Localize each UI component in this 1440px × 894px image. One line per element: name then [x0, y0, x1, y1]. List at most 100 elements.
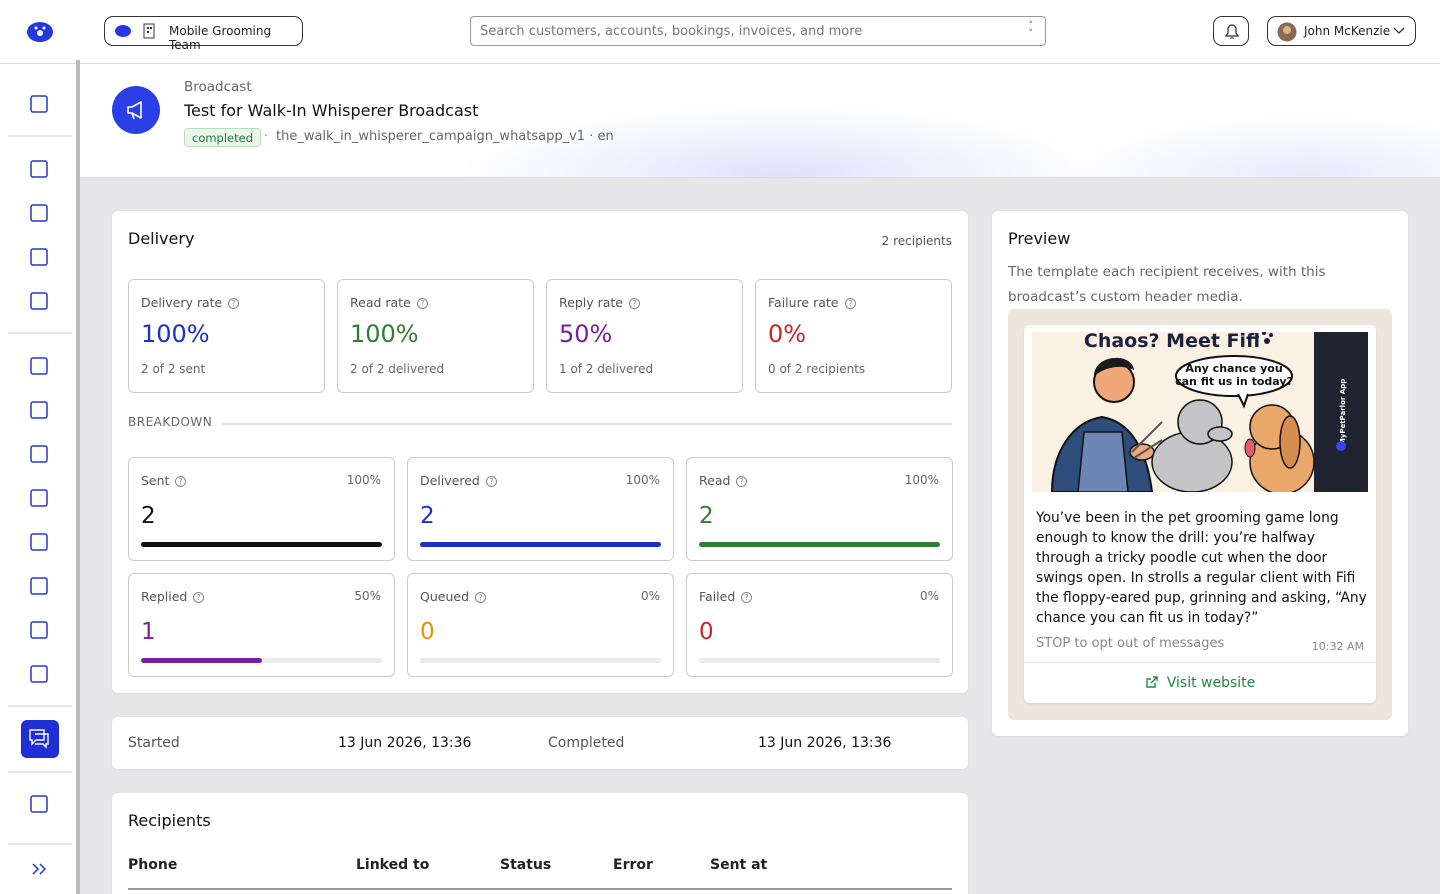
sidebar-icons [8, 95, 72, 875]
stat-card: Read rate? 100% 2 of 2 delivered [337, 279, 534, 393]
stat-value: 50% [559, 320, 613, 348]
recipient-count: 2 recipients [881, 234, 952, 248]
user-menu[interactable]: John McKenzie [1267, 16, 1416, 46]
nav-item[interactable] [30, 160, 48, 178]
nav-item[interactable] [30, 665, 48, 683]
stat-label: Delivery rate [141, 295, 223, 310]
decoration [1175, 355, 1293, 397]
breakdown-percent: 50% [354, 589, 381, 603]
decoration: ˄ ˅ [1028, 21, 1034, 39]
chat-icon [29, 729, 49, 749]
breakdown-count: 2 [141, 503, 156, 529]
nav-item[interactable] [30, 533, 48, 551]
decoration [37, 30, 43, 36]
team-switcher[interactable]: Mobile Grooming Team [104, 16, 303, 52]
decoration [1077, 431, 1129, 492]
nav-icon [30, 248, 48, 266]
decoration [1224, 24, 1240, 39]
help-icon: ? [845, 298, 856, 309]
decoration [115, 25, 131, 37]
recipients-card: Recipients Phone Linked to Status Error Sent… [112, 793, 968, 894]
breakdown-label: Sent [141, 473, 170, 488]
nav-item[interactable] [30, 357, 48, 375]
help-icon: ? [629, 298, 640, 309]
nav-icon [30, 665, 48, 683]
decoration [1244, 438, 1256, 458]
breadcrumb: Broadcast [184, 79, 252, 95]
breakdown-label: Delivered [420, 473, 480, 488]
decoration [1262, 332, 1266, 335]
decoration [1336, 441, 1346, 451]
breakdown-percent: 0% [640, 589, 660, 603]
stat-label: Reply rate [559, 295, 623, 310]
decoration [150, 27, 152, 29]
breakdown-card: Replied? 50% 1 [128, 573, 395, 677]
nav-item[interactable] [30, 577, 48, 595]
breakdown-count: 2 [420, 503, 435, 529]
broadcast-title: Test for Walk-In Whisperer Broadcast [184, 101, 479, 120]
decoration [1255, 335, 1259, 339]
message-footer: STOP to opt out of messages [1036, 636, 1225, 651]
nav-icon [30, 621, 48, 639]
breakdown-card: Failed? 0% 0 [686, 573, 953, 677]
template-name: the_walk_in_whisperer_campaign_whatsapp_… [276, 129, 614, 144]
progress-fill [420, 542, 661, 547]
decoration [1314, 332, 1368, 492]
breakdown-label: Failed [699, 589, 736, 604]
nav-item[interactable] [30, 95, 48, 113]
image-brand: MyPetParlor App [1339, 379, 1347, 445]
message-body: You’ve been in the pet grooming game lon… [1036, 510, 1367, 626]
collapse-button[interactable] [32, 863, 47, 875]
nav-item-active[interactable] [21, 720, 59, 758]
decoration [112, 86, 160, 134]
stat-label: Failure rate [768, 295, 839, 310]
decoration [1283, 26, 1291, 34]
stat-card: Delivery rate? 100% 2 of 2 sent [128, 279, 325, 393]
help-icon: ? [475, 592, 486, 603]
logo[interactable] [26, 20, 54, 44]
nav-item[interactable] [30, 204, 48, 222]
nav-icon [30, 160, 48, 178]
user-name: John McKenzie [1304, 24, 1391, 38]
nav-icon [30, 533, 48, 551]
search-box[interactable]: Search customers, accounts, bookings, in… [470, 16, 1046, 46]
nav-item[interactable] [30, 248, 48, 266]
nav-item[interactable] [30, 489, 48, 507]
stat-value: 100% [141, 320, 210, 348]
notifications-button[interactable] [1213, 16, 1249, 46]
nav-item[interactable] [30, 621, 48, 639]
stat-sub: 0 of 2 recipients [768, 362, 866, 376]
nav-icon [30, 292, 48, 310]
progress-track [699, 542, 940, 547]
header-image: MyPetParlor App Chaos? Meet Fifi Any cha… [1032, 332, 1368, 492]
decoration [1224, 24, 1240, 37]
help-icon: ? [193, 592, 204, 603]
stat-sub: 1 of 2 delivered [559, 362, 654, 376]
visit-website-button[interactable]: Visit website [1024, 675, 1376, 691]
image-bubble-line: can fit us in today? [1175, 375, 1293, 388]
column-header: Error [613, 857, 653, 873]
breakdown-percent: 0% [919, 589, 939, 603]
help-icon: ? [736, 476, 747, 487]
progress-track [420, 542, 661, 547]
nav-icon [30, 204, 48, 222]
image-title: Chaos? Meet Fifi [1084, 332, 1260, 352]
decoration [1393, 27, 1405, 34]
breakdown-card: Delivered? 100% 2 [407, 457, 674, 561]
progress-fill [141, 542, 382, 547]
nav-icon [30, 445, 48, 463]
button-label: Visit website [1166, 675, 1256, 691]
table-header-rule [128, 888, 952, 890]
nav-icon [30, 577, 48, 595]
divider [1024, 662, 1376, 663]
decoration [1131, 421, 1163, 459]
breakdown-count: 0 [699, 619, 714, 645]
breakdown-percent: 100% [904, 473, 939, 487]
stat-value: 100% [350, 320, 419, 348]
nav-item[interactable] [30, 401, 48, 419]
nav-item[interactable] [30, 292, 48, 310]
nav-item[interactable] [30, 795, 48, 813]
nav-icon [30, 357, 48, 375]
nav-item[interactable] [30, 445, 48, 463]
